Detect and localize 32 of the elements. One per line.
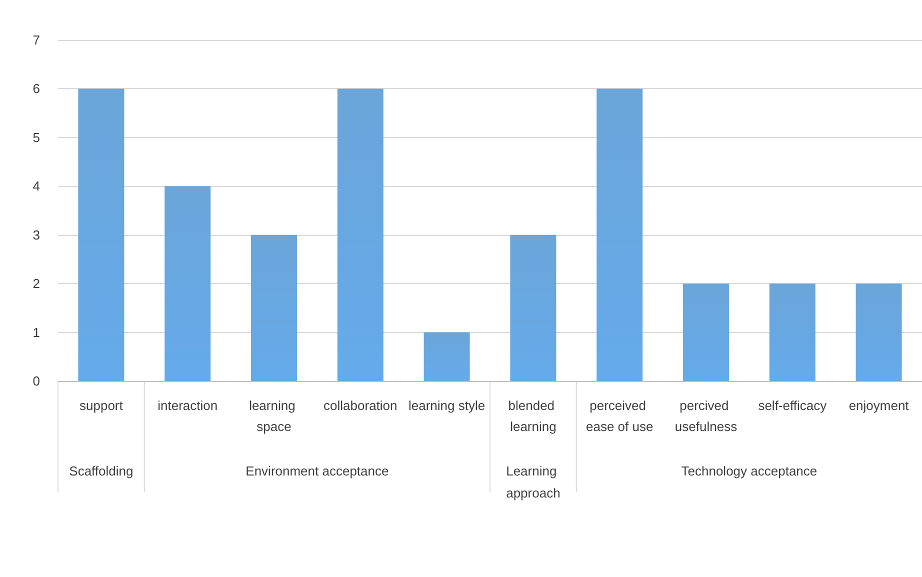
text: Technology acceptance	[681, 464, 818, 478]
x-tick-label: self-efficacy	[758, 398, 828, 413]
y-tick-label: 4	[32, 178, 40, 194]
bar	[164, 186, 211, 381]
y-tick-label: 6	[32, 81, 40, 96]
bar	[683, 284, 729, 381]
bar	[424, 332, 470, 381]
bar	[78, 88, 124, 381]
y-tick-label: 1	[32, 324, 40, 340]
text: Environment acceptance	[246, 464, 389, 478]
bar	[596, 88, 643, 381]
x-tick-label: percived usefulness	[674, 398, 738, 434]
text: Learning approach	[506, 464, 560, 500]
bar	[337, 88, 384, 381]
bar	[769, 284, 816, 381]
y-tick-label: 3	[32, 227, 40, 242]
bar	[510, 234, 556, 381]
y-tick-label: 5	[32, 130, 40, 145]
bar	[856, 284, 902, 381]
x-tick-label: collaboration	[324, 398, 398, 413]
x-tick-label: support	[80, 398, 124, 413]
x-tick-label: interaction	[158, 398, 218, 413]
y-tick-label: 7	[32, 32, 40, 48]
x-tick-label: enjoyment	[848, 398, 910, 413]
text: Scaffolding	[69, 464, 134, 478]
y-tick-label: 2	[32, 276, 40, 292]
x-tick-label: learning style	[408, 398, 486, 413]
y-tick-label: 0	[32, 374, 40, 388]
x-tick-label: perceived ease of use	[586, 398, 654, 434]
bar	[251, 234, 297, 381]
x-tick-label: learning space	[249, 398, 299, 434]
x-tick-label: blended learning	[508, 398, 558, 434]
